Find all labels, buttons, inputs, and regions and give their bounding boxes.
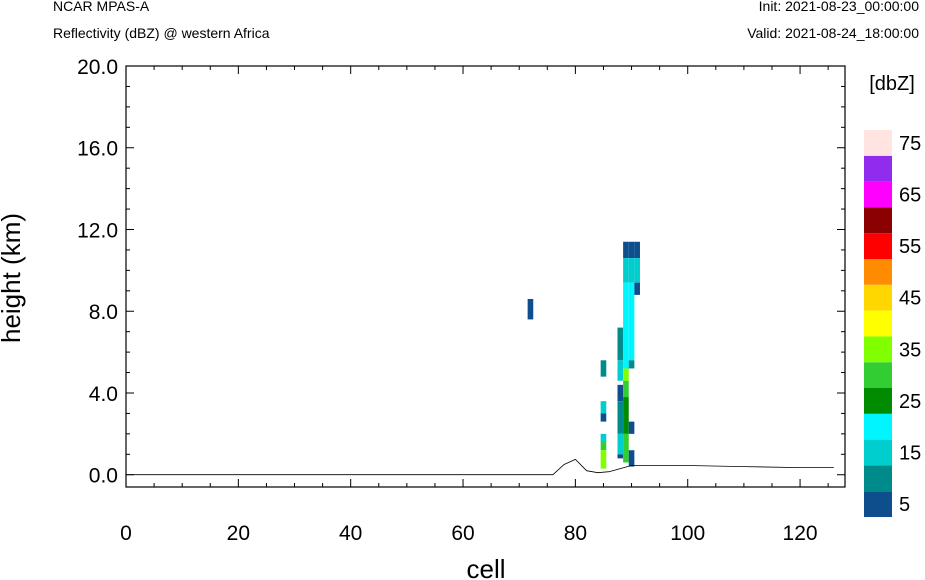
y-axis-label: height (km) <box>0 213 26 343</box>
plot-border <box>125 65 846 488</box>
reflectivity-cell <box>628 258 635 283</box>
colorbar: 5 15 25 35 45 55 65 75 <box>864 130 921 517</box>
reflectivity-cell <box>617 433 624 455</box>
reflectivity-cell <box>527 298 534 320</box>
reflectivity-cell <box>600 360 607 377</box>
reflectivity-cell <box>617 327 624 361</box>
colorbar-swatch <box>864 413 892 440</box>
colorbar-swatch <box>864 310 892 337</box>
colorbar-tick-label: 45 <box>899 288 921 310</box>
x-tick-label: 80 <box>564 522 587 545</box>
colorbar-tick-label: 75 <box>899 133 921 155</box>
colorbar-swatch <box>864 439 892 466</box>
reflectivity-cell <box>617 454 624 459</box>
y-tick-label: 16.0 <box>77 138 118 161</box>
colorbar-swatch <box>864 130 892 156</box>
reflectivity-cell <box>628 282 635 361</box>
plot-frame <box>125 65 846 488</box>
valid-time: Valid: 2021-08-24_18:00:00 <box>747 25 919 41</box>
y-tick-label: 12.0 <box>77 219 118 242</box>
colorbar-swatch <box>864 465 892 492</box>
reflectivity-cell <box>600 433 607 443</box>
reflectivity-cell <box>623 433 629 463</box>
colorbar-label: [dbZ] <box>869 73 915 95</box>
x-tick-label: 0 <box>120 522 132 545</box>
reflectivity-cell <box>628 241 635 259</box>
terrain-profile <box>126 458 834 476</box>
x-tick-label: 100 <box>670 522 705 545</box>
reflectivity-cell <box>628 421 635 434</box>
reflectivity-cell <box>623 241 629 259</box>
colorbar-tick-label: 15 <box>899 443 921 465</box>
init-time: Init: 2021-08-23_00:00:00 <box>758 0 919 14</box>
colorbar-swatch <box>864 259 892 285</box>
reflectivity-cell <box>623 258 629 283</box>
reflectivity-cell <box>634 282 640 295</box>
x-tick-label: 120 <box>783 522 818 545</box>
colorbar-swatch <box>864 362 892 388</box>
colorbar-tick-label: 55 <box>899 236 921 258</box>
reflectivity-cell <box>628 360 635 369</box>
colorbar-swatch <box>864 155 892 182</box>
y-tick-label: 8.0 <box>89 301 118 324</box>
plot-description: Reflectivity (dBZ) @ western Africa <box>53 25 270 41</box>
reflectivity-cell <box>623 282 629 369</box>
x-tick-label: 20 <box>227 522 250 545</box>
reflectivity-cell <box>617 360 624 381</box>
y-tick-label: 0.0 <box>89 465 118 488</box>
y-tick-label: 4.0 <box>89 383 118 406</box>
colorbar-swatch <box>864 233 892 259</box>
y-tick-label: 20.0 <box>77 56 118 79</box>
x-axis-label: cell <box>466 554 505 580</box>
reflectivity-cell <box>600 442 607 451</box>
x-axis: 0 20 40 60 80 100 120 <box>120 66 829 545</box>
reflectivity-cell <box>600 401 607 414</box>
colorbar-swatch <box>864 207 892 234</box>
x-tick-label: 40 <box>339 522 362 545</box>
reflectivity-cell <box>623 380 629 398</box>
reflectivity-cell <box>634 258 640 283</box>
reflectivity-cells <box>527 241 640 469</box>
colorbar-swatch <box>864 181 892 208</box>
terrain-line <box>126 458 834 476</box>
colorbar-tick-label: 65 <box>899 185 921 207</box>
colorbar-tick-label: 35 <box>899 339 921 361</box>
reflectivity-cell <box>600 450 607 469</box>
x-tick-label: 60 <box>451 522 474 545</box>
colorbar-tick-label: 25 <box>899 391 921 413</box>
reflectivity-cell <box>623 368 629 381</box>
reflectivity-cell <box>617 384 624 402</box>
y-axis: 0.0 4.0 8.0 12.0 16.0 20.0 <box>77 56 845 488</box>
colorbar-swatch <box>864 284 892 311</box>
reflectivity-cell <box>617 401 624 434</box>
reflectivity-cell <box>623 397 629 434</box>
reflectivity-cell <box>600 413 607 422</box>
reflectivity-cell <box>634 241 640 259</box>
model-name: NCAR MPAS-A <box>53 0 150 14</box>
reflectivity-cell <box>628 450 635 467</box>
colorbar-swatch <box>864 336 892 363</box>
colorbar-tick-label: 5 <box>899 494 910 516</box>
colorbar-swatch <box>864 388 892 414</box>
colorbar-swatch <box>864 491 892 517</box>
